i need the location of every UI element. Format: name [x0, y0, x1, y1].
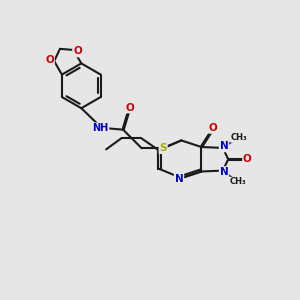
Text: N: N [220, 167, 228, 177]
Text: CH₃: CH₃ [231, 133, 247, 142]
Text: NH: NH [92, 123, 109, 133]
Text: CH₃: CH₃ [230, 178, 246, 187]
Text: O: O [73, 46, 82, 56]
Text: O: O [209, 123, 218, 133]
Text: N: N [220, 141, 228, 152]
Text: O: O [45, 55, 54, 65]
Text: N: N [175, 174, 183, 184]
Text: O: O [126, 103, 135, 112]
Text: S: S [159, 143, 167, 153]
Text: O: O [243, 154, 252, 164]
